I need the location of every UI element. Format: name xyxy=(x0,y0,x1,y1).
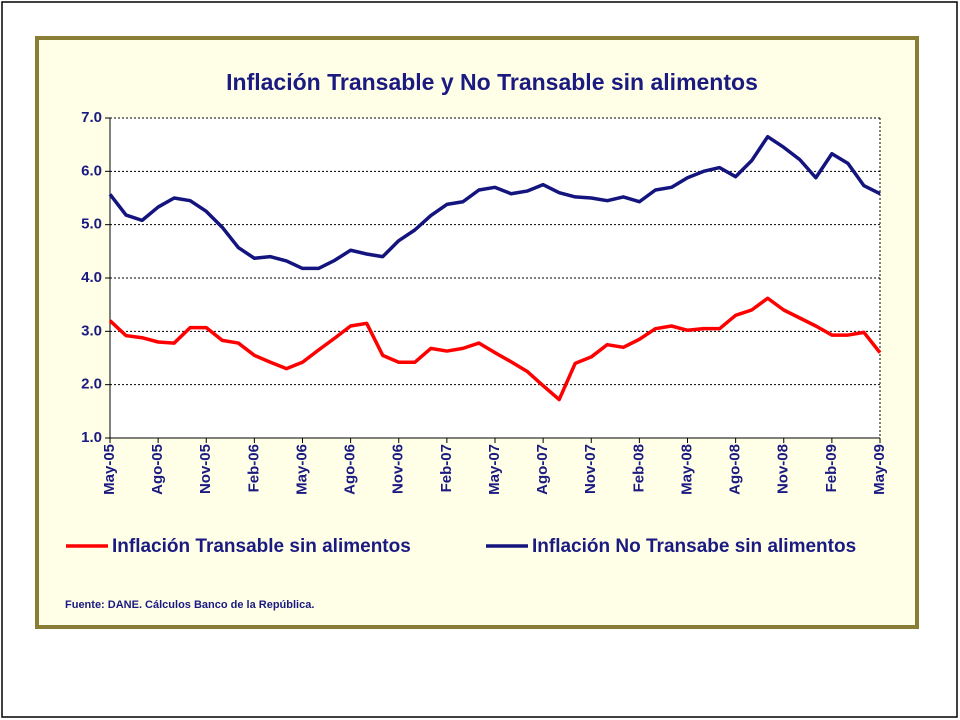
y-tick-label: 7.0 xyxy=(81,109,102,126)
series-line xyxy=(108,296,882,402)
y-tick-label: 2.0 xyxy=(81,376,102,393)
y-tick-label: 4.0 xyxy=(81,269,102,286)
x-tick-label: May-09 xyxy=(871,444,888,495)
y-tick-label: 1.0 xyxy=(81,429,102,446)
chart-title: Inflación Transable y No Transable sin a… xyxy=(226,69,758,95)
x-tick-label: May-06 xyxy=(293,444,310,495)
x-tick-label: Feb-06 xyxy=(245,444,262,492)
x-tick-label: Feb-08 xyxy=(630,444,647,492)
series-line xyxy=(108,134,881,271)
x-tick-label: May-07 xyxy=(486,444,503,495)
x-tick-label: Nov-08 xyxy=(775,444,792,494)
x-tick-label: Nov-05 xyxy=(197,444,214,494)
source-note: Fuente: DANE. Cálculos Banco de la Repúb… xyxy=(65,599,314,611)
legend-label: Inflación No Transabe sin alimentos xyxy=(532,536,856,557)
x-tick-label: Feb-07 xyxy=(438,444,455,492)
x-tick-label: Nov-06 xyxy=(390,444,407,494)
x-tick-label: Ago-07 xyxy=(534,444,551,495)
x-tick-label: Ago-06 xyxy=(342,444,359,495)
x-tick-label: Ago-05 xyxy=(149,444,166,495)
y-tick-label: 6.0 xyxy=(81,162,102,179)
y-tick-label: 5.0 xyxy=(81,216,102,233)
x-tick-label: Nov-07 xyxy=(582,444,599,494)
y-tick-label: 3.0 xyxy=(81,322,102,339)
x-tick-label: Ago-08 xyxy=(727,444,744,495)
legend-label: Inflación Transable sin alimentos xyxy=(112,536,411,557)
x-tick-label: Feb-09 xyxy=(823,444,840,492)
x-tick-label: May-08 xyxy=(678,444,695,495)
x-tick-label: May-05 xyxy=(101,444,118,495)
